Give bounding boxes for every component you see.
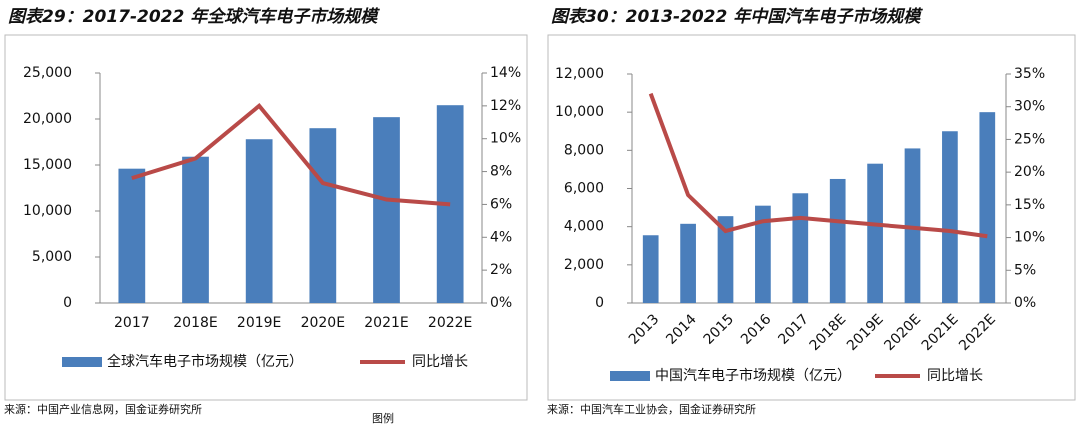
x-tick-label: 2021E xyxy=(919,311,962,354)
bar xyxy=(642,235,659,303)
bar xyxy=(245,139,273,303)
y2-tick-label: 8% xyxy=(490,164,512,180)
x-tick-label: 2021E xyxy=(364,315,408,331)
y-tick-label: 8,000 xyxy=(564,142,604,158)
y2-tick-label: 10% xyxy=(1014,230,1045,246)
x-tick-label: 2014 xyxy=(663,311,700,348)
chart-title: 图表29：2017-2022 年全球汽车电子市场规模 xyxy=(8,7,380,27)
legend-label: 全球汽车电子市场规模（亿元） xyxy=(107,353,303,370)
x-tick-label: 2017 xyxy=(114,315,150,331)
y2-tick-label: 12% xyxy=(490,98,521,114)
y2-tick-label: 20% xyxy=(1014,164,1045,180)
y2-tick-label: 14% xyxy=(490,65,521,81)
x-tick-label: 2020E xyxy=(301,315,345,331)
x-tick-label: 2022E xyxy=(428,315,472,331)
line xyxy=(648,92,988,239)
panel-frame xyxy=(547,34,1076,401)
bar xyxy=(680,223,696,303)
y-tick-label: 12,000 xyxy=(555,66,604,82)
y2-tick-label: 35% xyxy=(1014,66,1045,82)
legend-label: 中国汽车电子市场规模（亿元） xyxy=(655,367,851,384)
x-tick-label: 2016 xyxy=(738,311,775,348)
y-tick-label: 5,000 xyxy=(32,249,72,265)
legend-swatch xyxy=(610,371,650,381)
source: 来源：中国产业信息网，国金证券研究所 xyxy=(4,402,202,416)
y-tick-label: 0 xyxy=(595,295,604,311)
x-tick-label: 2018E xyxy=(173,315,217,331)
y-tick-label: 20,000 xyxy=(23,111,72,127)
y-tick-label: 0 xyxy=(63,295,72,311)
y2-tick-label: 0% xyxy=(1014,295,1036,311)
bar xyxy=(118,168,146,303)
y-tick-label: 2,000 xyxy=(564,257,604,273)
y2-tick-label: 30% xyxy=(1014,99,1045,115)
bar xyxy=(829,178,846,303)
bar xyxy=(717,216,734,303)
bar xyxy=(904,148,921,303)
x-tick-label: 2022E xyxy=(956,311,999,354)
y2-tick-label: 5% xyxy=(1014,262,1036,278)
y-tick-label: 10,000 xyxy=(23,203,72,219)
x-tick-label: 2019E xyxy=(844,311,887,354)
panel-frame xyxy=(4,34,528,401)
y2-tick-label: 10% xyxy=(490,131,521,147)
bar xyxy=(942,131,958,303)
source: 来源：中国汽车工业协会，国金证券研究所 xyxy=(547,402,756,416)
x-tick-label: 2015 xyxy=(701,311,738,348)
bar xyxy=(373,117,400,303)
bar xyxy=(979,112,996,304)
x-tick-label: 2020E xyxy=(881,311,924,354)
legend-swatch xyxy=(62,357,102,367)
bar xyxy=(792,193,809,303)
bar xyxy=(182,156,209,303)
y-tick-label: 15,000 xyxy=(23,157,72,173)
x-tick-label: 2019E xyxy=(237,315,281,331)
chart-title: 图表30：2013-2022 年中国汽车电子市场规模 xyxy=(551,7,923,27)
y-tick-label: 10,000 xyxy=(555,104,604,120)
y-tick-label: 6,000 xyxy=(564,181,604,197)
y-tick-label: 25,000 xyxy=(23,65,72,81)
y-tick-label: 4,000 xyxy=(564,219,604,235)
legend-label: 同比增长 xyxy=(412,354,468,370)
y2-tick-label: 15% xyxy=(1014,197,1045,213)
x-tick-label: 2018E xyxy=(807,311,850,354)
overlay-label: 图例 xyxy=(372,411,394,425)
y2-tick-label: 0% xyxy=(490,295,512,311)
bar xyxy=(309,128,337,303)
y2-tick-label: 6% xyxy=(490,196,512,212)
x-tick-label: 2013 xyxy=(626,311,663,348)
line xyxy=(131,103,451,207)
bar xyxy=(867,163,883,303)
y2-tick-label: 25% xyxy=(1014,131,1045,147)
y2-tick-label: 2% xyxy=(490,262,512,278)
y2-tick-label: 4% xyxy=(490,229,512,245)
bar xyxy=(755,205,771,303)
legend-label: 同比增长 xyxy=(927,368,983,384)
